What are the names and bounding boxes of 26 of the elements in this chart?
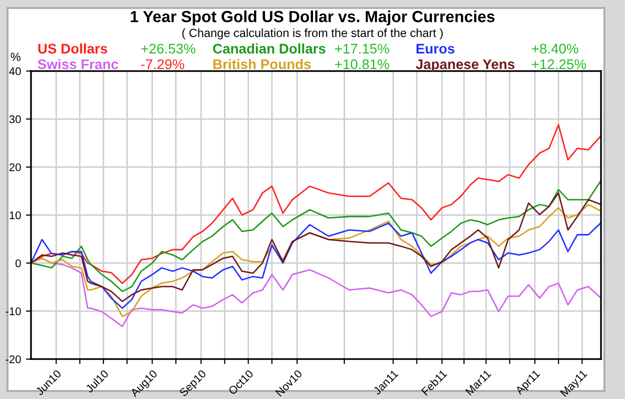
line-series	[31, 180, 601, 292]
text: British Pounds	[213, 58, 311, 70]
text: Japanese Yens	[416, 59, 514, 72]
chart-title: 1 Year Spot Gold US Dollar vs. Major Currencies	[130, 10, 495, 26]
text: Canadian Dollars	[213, 43, 326, 54]
y-tick-label: 20	[9, 163, 21, 172]
y-tick-label: -10	[6, 307, 21, 316]
text: +12.25%	[532, 59, 586, 70]
chart-subtitle: ( Change calculation is from the start of the chart )	[182, 28, 443, 40]
y-tick-label: -20	[6, 355, 21, 364]
text: +10.81%	[335, 59, 390, 70]
line-series	[31, 204, 601, 318]
text: Swiss Franc	[38, 58, 118, 70]
text: +17.15%	[335, 44, 390, 54]
y-tick-label: 10	[10, 211, 21, 220]
text: -7.29%	[141, 59, 184, 70]
text: Euros	[416, 44, 454, 54]
line-series	[31, 222, 601, 309]
y-tick-label: 30	[9, 115, 21, 124]
y-tick-label: 0	[16, 259, 21, 268]
y-tick-label: 40	[9, 67, 21, 76]
line-series	[31, 192, 601, 302]
text: US Dollars	[38, 43, 108, 54]
text: +8.40%	[532, 44, 578, 54]
y-axis-title: %	[10, 52, 20, 61]
text: +26.53%	[141, 44, 196, 54]
